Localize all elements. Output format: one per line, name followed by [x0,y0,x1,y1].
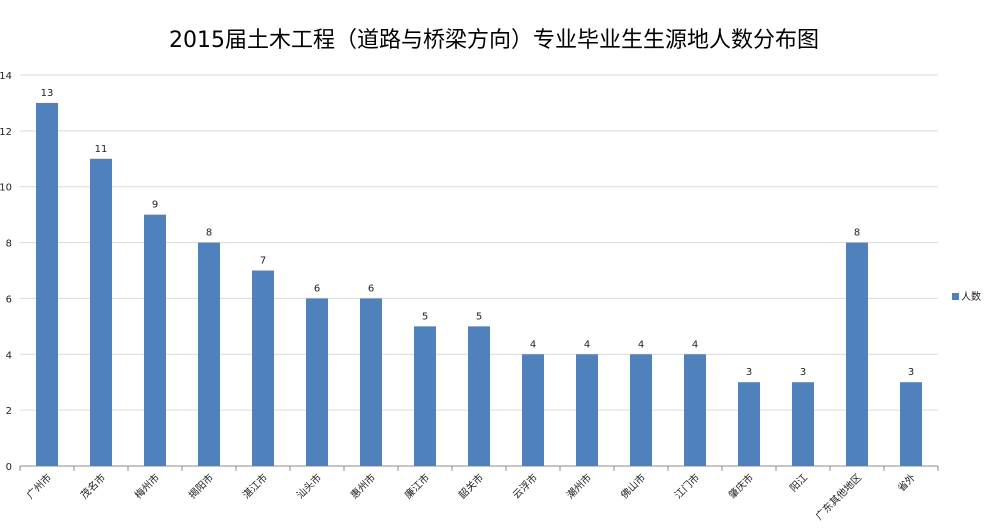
bar [738,382,760,466]
bar [576,354,598,466]
bar [252,270,274,466]
category-label: 阳江 [787,472,810,495]
data-labels: 13 11 9 8 7 6 6 5 5 4 4 4 4 3 3 8 3 [41,88,915,378]
data-label: 4 [530,339,536,350]
category-label: 廉江市 [402,471,432,501]
data-label: 11 [95,144,108,155]
legend-label: 人数 [961,290,981,303]
bar [144,214,166,466]
data-label: 4 [638,339,644,350]
bar [792,382,814,466]
data-label: 13 [41,88,54,99]
bar [306,298,328,466]
category-label: 佛山市 [618,471,648,501]
category-label: 广州市 [24,471,54,501]
data-label: 8 [206,228,212,239]
data-label: 3 [908,367,914,378]
category-label: 茂名市 [78,471,108,501]
bar [198,242,220,466]
bar [90,158,112,467]
y-tick-label: 4 [6,350,12,361]
bar [36,102,58,466]
bar [522,354,544,466]
y-tick-label: 14 [0,71,12,82]
data-label: 3 [800,367,806,378]
category-label: 惠州市 [348,471,378,501]
bar [630,354,652,466]
y-tick-label: 2 [6,406,12,417]
data-label: 9 [152,200,158,211]
data-label: 5 [476,311,482,322]
bar [900,382,922,466]
category-label: 省外 [895,471,918,494]
y-tick-label: 10 [0,183,12,194]
category-label: 梅州市 [132,471,162,501]
data-label: 5 [422,311,428,322]
y-tick-label: 0 [6,462,12,473]
y-tick-label: 12 [0,127,12,138]
bars [36,102,922,467]
bar [468,326,490,466]
category-label: 湛江市 [240,471,270,501]
y-tick-label: 8 [6,239,12,250]
legend-swatch [952,293,959,300]
bar [360,298,382,466]
category-label: 潮州市 [564,471,594,501]
data-label: 8 [854,228,860,239]
category-label: 汕头市 [294,471,324,501]
legend: 人数 [952,290,981,303]
data-label: 6 [314,283,320,294]
category-label: 广东其他地区 [813,471,865,523]
category-label: 韶关市 [456,471,486,501]
y-tick-label: 6 [6,294,12,305]
data-label: 6 [368,283,374,294]
category-labels: 广州市 茂名市 梅州市 揭阳市 湛江市 汕头市 惠州市 廉江市 韶关市 云浮市 潮州市 佛山市 江门市肇… [24,471,918,523]
data-label: 4 [584,339,590,350]
category-label: 云浮市 [510,471,540,501]
bar [684,354,706,466]
chart-title: 2015届土木工程（道路与桥梁方向）专业毕业生生源地人数分布图 [169,28,819,53]
bar [414,326,436,466]
bar [846,242,868,466]
category-label: 揭阳市 [186,471,216,501]
data-label: 4 [692,339,698,350]
data-label: 7 [260,256,266,267]
category-label: 江门市 [672,471,702,501]
data-label: 3 [746,367,752,378]
category-label: 肇庆市 [726,471,756,501]
